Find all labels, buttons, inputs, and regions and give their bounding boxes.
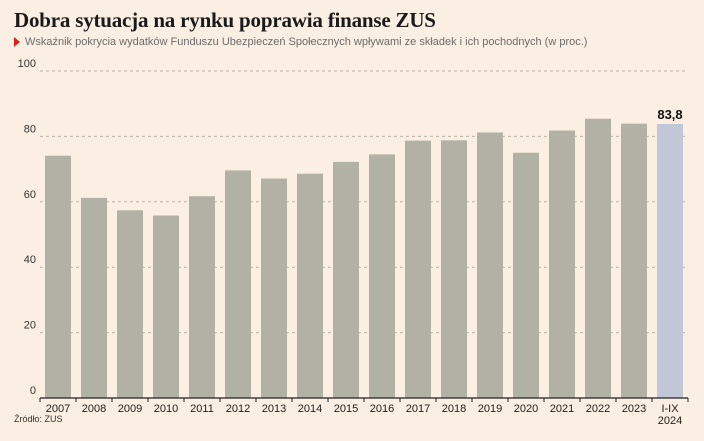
bar — [333, 161, 359, 398]
x-tick-label: 2017 — [406, 403, 430, 415]
bar — [621, 123, 647, 398]
bar — [477, 132, 503, 398]
y-tick-label: 80 — [24, 123, 36, 135]
bar — [297, 173, 323, 398]
subtitle-text: Wskaźnik pokrycia wydatków Funduszu Ubez… — [25, 36, 588, 48]
x-tick-label: 2012 — [226, 403, 250, 415]
bar — [369, 154, 395, 398]
x-tick-label: 2015 — [334, 403, 358, 415]
y-tick-label: 20 — [24, 320, 36, 332]
data-label: 83,8 — [657, 107, 682, 122]
x-tick-label: 2019 — [478, 403, 502, 415]
bar — [513, 152, 539, 398]
bar — [657, 123, 683, 398]
x-tick-label: 2011 — [190, 403, 214, 415]
bar — [81, 197, 107, 398]
x-tick-label: 2024 — [658, 415, 682, 427]
x-tick-label: 2022 — [586, 403, 610, 415]
x-tick-label: 2007 — [46, 403, 70, 415]
bar — [405, 140, 431, 398]
bar — [117, 210, 143, 398]
x-tick-label: 2013 — [262, 403, 286, 415]
y-tick-label: 60 — [24, 189, 36, 201]
y-tick-label: 100 — [18, 58, 36, 70]
bar — [585, 118, 611, 398]
y-tick-label: 40 — [24, 254, 36, 266]
bar — [45, 155, 71, 398]
x-tick-label: 2021 — [550, 403, 574, 415]
chart-title: Dobra sytuacja na rynku poprawia finanse… — [14, 8, 436, 32]
x-tick-label: 2016 — [370, 403, 394, 415]
bar — [261, 178, 287, 398]
x-tick-label: 2009 — [118, 403, 142, 415]
bar — [153, 215, 179, 398]
x-tick-label: 2020 — [514, 403, 538, 415]
x-tick-label: 2010 — [154, 403, 178, 415]
source-note: Źródło: ZUS — [14, 414, 63, 424]
chart-subtitle: Wskaźnik pokrycia wydatków Funduszu Ubez… — [14, 36, 587, 48]
y-tick-label: 0 — [30, 385, 36, 397]
x-tick-label: I-IX — [661, 403, 679, 415]
x-tick-label: 2014 — [298, 403, 322, 415]
bar — [441, 140, 467, 398]
red-triangle-icon — [14, 37, 20, 47]
x-tick-label: 2023 — [622, 403, 646, 415]
bar — [189, 196, 215, 398]
bar — [549, 130, 575, 398]
x-tick-label: 2008 — [82, 403, 106, 415]
bar — [225, 170, 251, 398]
x-tick-label: 2018 — [442, 403, 466, 415]
